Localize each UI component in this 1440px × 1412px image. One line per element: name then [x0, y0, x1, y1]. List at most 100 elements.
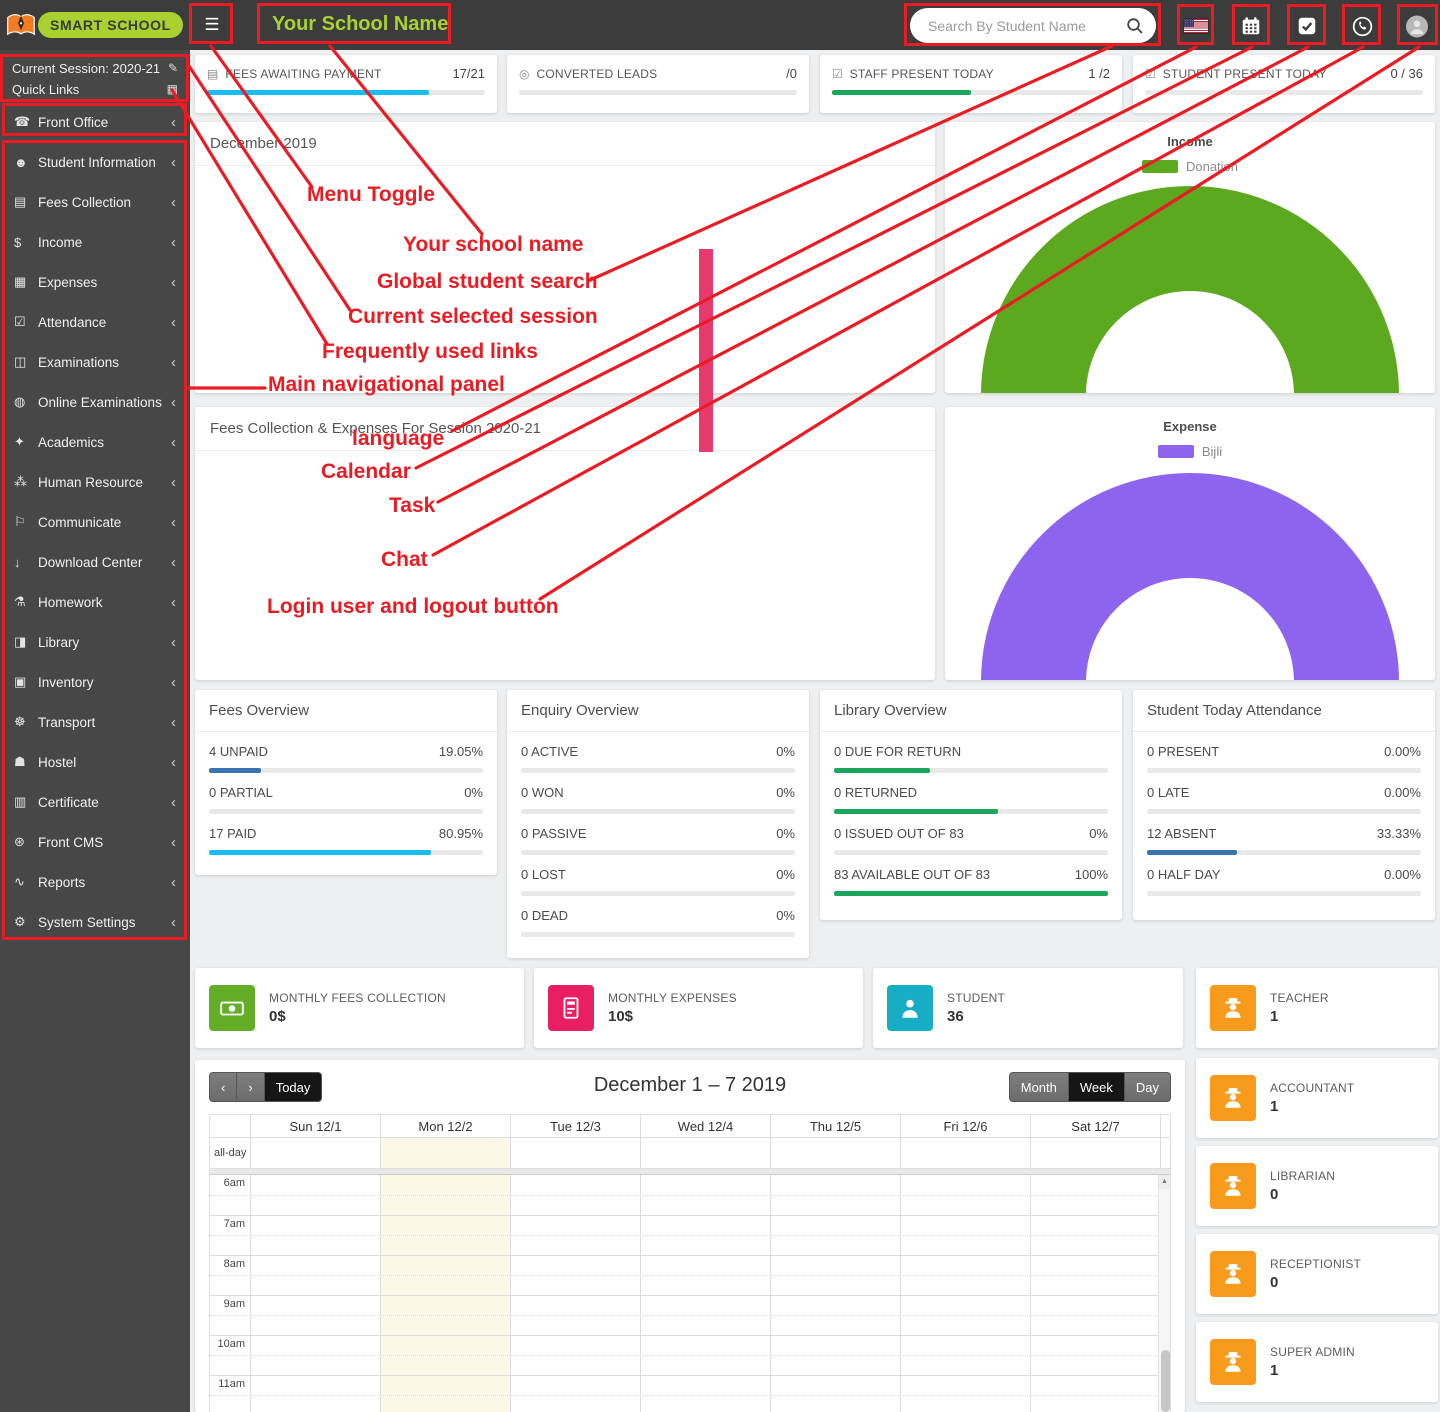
calendar-view-week[interactable]: Week: [1068, 1072, 1125, 1102]
app-logo[interactable]: SMART SCHOOL: [0, 0, 190, 50]
calendar-cell[interactable]: [900, 1336, 1030, 1355]
sidebar-item-certificate[interactable]: ▥ Certificate ‹: [14, 793, 176, 811]
sidebar-item-human-resource[interactable]: ⁂ Human Resource ‹: [14, 473, 176, 491]
calendar-cell[interactable]: [510, 1236, 640, 1255]
sidebar-item-homework[interactable]: ⚗ Homework ‹: [14, 593, 176, 611]
calendar-cell[interactable]: [900, 1236, 1030, 1255]
task-icon[interactable]: [1295, 14, 1319, 38]
calendar-cell[interactable]: [510, 1175, 640, 1195]
calendar-cell[interactable]: [770, 1336, 900, 1355]
teacher-count-card[interactable]: TEACHER 1: [1196, 968, 1438, 1048]
scrollbar-thumb[interactable]: [1160, 1350, 1170, 1412]
sidebar-item-front-office[interactable]: ☎ Front Office ‹: [14, 113, 176, 131]
quick-links-label[interactable]: Quick Links: [12, 82, 80, 97]
calendar-cell[interactable]: [1030, 1376, 1160, 1395]
calendar-cell[interactable]: [640, 1138, 770, 1168]
calendar-cell[interactable]: [250, 1175, 380, 1195]
calendar-cell[interactable]: [770, 1396, 900, 1412]
calendar-cell-today[interactable]: [380, 1138, 510, 1168]
calendar-cell[interactable]: [250, 1236, 380, 1255]
calendar-cell[interactable]: [770, 1356, 900, 1375]
calendar-cell[interactable]: [770, 1256, 900, 1275]
calendar-cell[interactable]: [900, 1276, 1030, 1295]
sidebar-item-system-settings[interactable]: ⚙ System Settings ‹: [14, 913, 176, 931]
calendar-cell[interactable]: [1030, 1396, 1160, 1412]
calendar-cell[interactable]: [900, 1138, 1030, 1168]
sidebar-item-academics[interactable]: ✦ Academics ‹: [14, 433, 176, 451]
calendar-cell[interactable]: [250, 1196, 380, 1215]
calendar-cell[interactable]: [640, 1256, 770, 1275]
calendar-cell[interactable]: [1030, 1356, 1160, 1375]
calendar-cell[interactable]: [640, 1296, 770, 1315]
calendar-cell[interactable]: [770, 1316, 900, 1335]
calendar-next-button[interactable]: ›: [237, 1072, 265, 1102]
monthly-expenses-card[interactable]: MONTHLY EXPENSES 10$: [534, 968, 863, 1048]
calendar-scrollbar[interactable]: ▲: [1158, 1175, 1170, 1412]
sidebar-item-online-examinations[interactable]: ◍ Online Examinations ‹: [14, 393, 176, 411]
calendar-cell[interactable]: [770, 1276, 900, 1295]
calendar-cell[interactable]: [770, 1296, 900, 1315]
calendar-cell-today[interactable]: [380, 1356, 510, 1375]
calendar-cell-today[interactable]: [380, 1276, 510, 1295]
calendar-cell-today[interactable]: [380, 1175, 510, 1195]
sidebar-item-library[interactable]: ◨ Library ‹: [14, 633, 176, 651]
calendar-cell[interactable]: [640, 1216, 770, 1235]
calendar-cell[interactable]: [250, 1396, 380, 1412]
calendar-cell[interactable]: [900, 1376, 1030, 1395]
calendar-cell[interactable]: [770, 1376, 900, 1395]
chat-whatsapp-icon[interactable]: [1350, 14, 1374, 38]
calendar-cell[interactable]: [770, 1196, 900, 1215]
calendar-cell[interactable]: [510, 1296, 640, 1315]
calendar-cell[interactable]: [900, 1396, 1030, 1412]
calendar-cell-today[interactable]: [380, 1256, 510, 1275]
calendar-cell-today[interactable]: [380, 1316, 510, 1335]
calendar-cell[interactable]: [1030, 1236, 1160, 1255]
calendar-cell[interactable]: [640, 1276, 770, 1295]
calendar-cell[interactable]: [510, 1276, 640, 1295]
calendar-cell[interactable]: [900, 1216, 1030, 1235]
calendar-cell[interactable]: [640, 1336, 770, 1355]
calendar-cell-today[interactable]: [380, 1376, 510, 1395]
calendar-cell[interactable]: [250, 1296, 380, 1315]
calendar-cell[interactable]: [1030, 1316, 1160, 1335]
calendar-cell[interactable]: [250, 1316, 380, 1335]
calendar-cell[interactable]: [250, 1336, 380, 1355]
stat-card-converted-leads[interactable]: ◎ CONVERTED LEADS/0: [507, 55, 809, 113]
calendar-cell-today[interactable]: [380, 1216, 510, 1235]
language-flag-icon[interactable]: [1184, 14, 1208, 38]
calendar-view-month[interactable]: Month: [1008, 1072, 1069, 1102]
calendar-cell[interactable]: [510, 1138, 640, 1168]
quick-links-grid-icon[interactable]: ▦: [166, 82, 178, 96]
calendar-view-day[interactable]: Day: [1124, 1072, 1171, 1102]
sidebar-item-examinations[interactable]: ◫ Examinations ‹: [14, 353, 176, 371]
calendar-cell[interactable]: [250, 1216, 380, 1235]
super-admin-count-card[interactable]: SUPER ADMIN 1: [1196, 1322, 1438, 1402]
edit-session-icon[interactable]: ✎: [167, 61, 178, 75]
calendar-cell[interactable]: [510, 1376, 640, 1395]
calendar-cell-today[interactable]: [380, 1236, 510, 1255]
calendar-cell[interactable]: [250, 1356, 380, 1375]
search-input[interactable]: [926, 16, 1124, 35]
calendar-cell[interactable]: [770, 1175, 900, 1195]
calendar-cell[interactable]: [770, 1138, 900, 1168]
sidebar-item-front-cms[interactable]: ⊛ Front CMS ‹: [14, 833, 176, 851]
calendar-cell[interactable]: [770, 1216, 900, 1235]
calendar-cell-today[interactable]: [380, 1296, 510, 1315]
calendar-cell[interactable]: [250, 1256, 380, 1275]
calendar-cell[interactable]: [510, 1196, 640, 1215]
calendar-cell[interactable]: [640, 1236, 770, 1255]
calendar-cell-today[interactable]: [380, 1336, 510, 1355]
stat-card-student-present[interactable]: ☑ STUDENT PRESENT TODAY 0 / 36: [1133, 55, 1435, 113]
calendar-cell[interactable]: [640, 1196, 770, 1215]
calendar-cell[interactable]: [510, 1356, 640, 1375]
accountant-count-card[interactable]: ACCOUNTANT 1: [1196, 1058, 1438, 1138]
calendar-cell[interactable]: [510, 1316, 640, 1335]
student-search[interactable]: [910, 8, 1156, 43]
sidebar-item-student-information[interactable]: ☻ Student Information ‹: [14, 153, 176, 171]
calendar-cell[interactable]: [900, 1256, 1030, 1275]
calendar-today-button[interactable]: Today: [264, 1072, 323, 1102]
calendar-cell[interactable]: [510, 1396, 640, 1412]
librarian-count-card[interactable]: LIBRARIAN 0: [1196, 1146, 1438, 1226]
calendar-cell[interactable]: [1030, 1138, 1160, 1168]
sidebar-item-income[interactable]: $ Income ‹: [14, 233, 176, 251]
